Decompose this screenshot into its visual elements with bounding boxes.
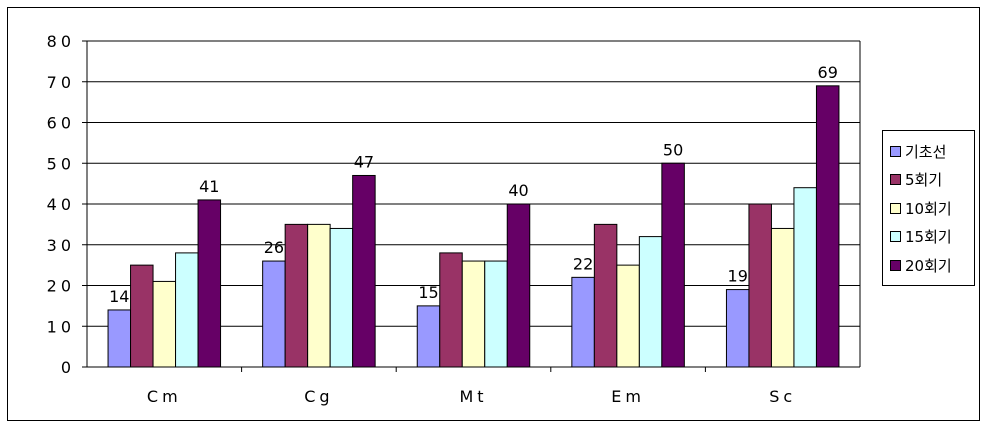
bar-cg-series-1 xyxy=(284,223,309,368)
data-label: 15 xyxy=(418,283,438,302)
legend-swatch xyxy=(890,174,901,186)
legend-item-3: 15회기 xyxy=(890,223,974,252)
bar-sc-series-2 xyxy=(770,227,795,368)
x-tick-label-sc: Sc xyxy=(769,387,796,406)
bar-em-series-0 xyxy=(571,276,595,368)
y-tick-label: 20 xyxy=(47,277,75,296)
y-tick-label: 30 xyxy=(47,236,75,255)
legend-label: 기초선 xyxy=(905,142,947,161)
bar-cm-series-3 xyxy=(175,252,199,368)
x-tick-label-cg: Cg xyxy=(304,387,333,406)
legend: 기초선 5회기 10회기 15회기 20회기 xyxy=(882,130,975,286)
legend-item-1: 5회기 xyxy=(890,166,974,195)
bar-cm-series-0 xyxy=(107,309,132,368)
data-label: 41 xyxy=(199,177,219,196)
bar-mt-series-1 xyxy=(439,252,463,368)
data-label: 19 xyxy=(728,267,748,286)
bar-mt-series-0 xyxy=(416,305,441,368)
data-label: 26 xyxy=(264,238,284,257)
y-tick-label: 40 xyxy=(47,195,75,214)
bar-sc-series-0 xyxy=(725,289,750,368)
bar-cm-series-2 xyxy=(152,280,177,368)
legend-swatch xyxy=(890,145,901,157)
x-tick-label-cm: Cm xyxy=(147,387,182,406)
data-labels: 14 26 15 22 19 41 47 40 50 69 xyxy=(109,63,838,306)
bar-mt-series-3 xyxy=(484,260,508,368)
bar-cg-series-2 xyxy=(307,223,331,368)
bar-em-series-3 xyxy=(638,236,663,368)
y-tick-label: 10 xyxy=(47,317,75,336)
bar-cg-series-4 xyxy=(352,174,376,368)
bar-cm-series-1 xyxy=(130,264,154,368)
axes: 0 10 20 30 40 50 60 70 80 Cm Cg Mt Em Sc xyxy=(47,32,861,406)
bar-sc-series-3 xyxy=(793,187,817,368)
data-label: 22 xyxy=(573,254,593,273)
data-label: 69 xyxy=(818,63,838,82)
legend-label: 15회기 xyxy=(905,228,952,247)
data-label: 50 xyxy=(663,140,683,159)
y-tick-label: 50 xyxy=(47,154,75,173)
legend-swatch xyxy=(890,259,901,271)
legend-label: 20회기 xyxy=(905,256,952,275)
y-tick-label: 60 xyxy=(47,114,75,133)
bar-cm-series-4 xyxy=(197,199,222,368)
bar-mt-series-2 xyxy=(461,260,486,368)
legend-label: 5회기 xyxy=(905,171,943,190)
legend-item-0: 기초선 xyxy=(890,137,974,166)
bar-sc-series-1 xyxy=(748,203,772,368)
bar-em-series-2 xyxy=(616,264,640,368)
y-tick-label: 0 xyxy=(61,358,75,377)
bar-em-series-1 xyxy=(593,223,618,368)
data-label: 40 xyxy=(508,181,528,200)
legend-swatch xyxy=(890,202,901,214)
x-tick-label-mt: Mt xyxy=(459,387,487,406)
x-tick-label-em: Em xyxy=(611,387,645,406)
legend-label: 10회기 xyxy=(905,199,952,218)
y-tick-label: 70 xyxy=(47,73,75,92)
bar-mt-series-4 xyxy=(506,203,531,368)
bar-cg-series-3 xyxy=(329,227,354,368)
bar-cg-series-0 xyxy=(262,260,286,368)
bar-em-series-4 xyxy=(661,162,685,368)
data-label: 47 xyxy=(354,152,374,171)
bar-sc-series-4 xyxy=(815,85,840,368)
bars xyxy=(107,85,840,368)
y-tick-label: 80 xyxy=(47,32,75,51)
legend-swatch xyxy=(890,231,901,243)
legend-item-2: 10회기 xyxy=(890,194,974,223)
legend-item-4: 20회기 xyxy=(890,251,974,280)
data-label: 14 xyxy=(109,287,129,306)
